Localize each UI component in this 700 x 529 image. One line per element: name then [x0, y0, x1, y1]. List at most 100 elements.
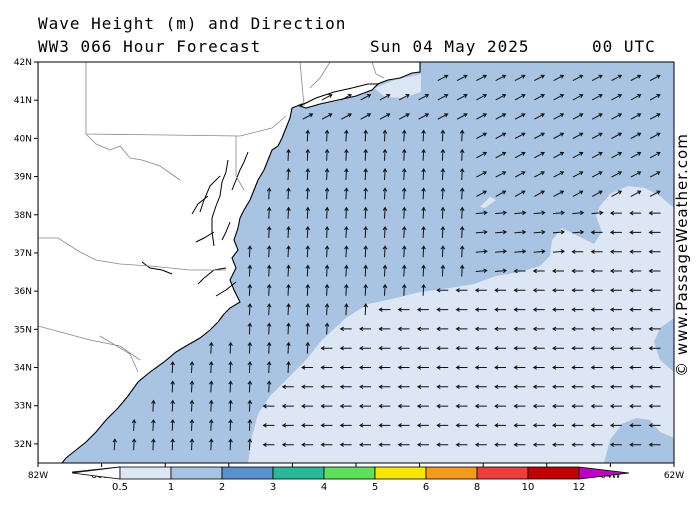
wave-arrow	[494, 442, 507, 447]
wave-arrow	[440, 245, 446, 258]
wave-arrow	[341, 113, 352, 120]
wave-direction-arrows	[112, 74, 661, 451]
wave-arrow	[571, 403, 584, 409]
wave-arrow	[533, 249, 546, 254]
wave-arrow	[533, 210, 546, 216]
wave-arrow	[440, 206, 446, 219]
wave-arrow	[341, 94, 352, 101]
wave-arrow	[247, 418, 253, 431]
wave-arrow	[591, 171, 603, 178]
wave-arrow	[611, 151, 623, 159]
wave-arrow	[397, 423, 410, 428]
state-borders	[38, 62, 385, 373]
wave-arrow	[301, 442, 314, 447]
legend-tick-label: 8	[474, 482, 480, 493]
wave-arrow	[382, 148, 388, 161]
wave-arrow	[611, 171, 623, 178]
lat-tick-label: 36N	[14, 287, 32, 297]
wave-arrow	[189, 438, 195, 451]
wave-arrow	[416, 345, 429, 351]
wave-arrow	[590, 249, 603, 254]
wave-arrow	[378, 365, 391, 370]
wave-arrow	[286, 283, 291, 296]
legend-tick-label: 6	[423, 482, 429, 493]
wave-arrow	[532, 384, 545, 390]
legend-tick-label: 10	[522, 482, 535, 493]
wave-arrow	[436, 442, 449, 447]
wave-arrow	[324, 225, 330, 238]
wave-arrow	[131, 418, 137, 431]
watermark: © www.PassageWeather.com	[673, 133, 691, 377]
wave-arrow	[305, 225, 311, 238]
wave-arrow	[476, 171, 488, 178]
wave-arrow	[363, 129, 368, 142]
wave-arrow	[552, 229, 565, 235]
wave-arrow	[476, 74, 488, 82]
wave-arrow	[552, 326, 564, 332]
wave-arrow	[572, 74, 584, 82]
wave-arrow	[379, 113, 391, 120]
wave-arrow	[648, 307, 661, 312]
wave-arrow	[281, 423, 294, 428]
wave-arrow	[247, 283, 253, 296]
wave-arrow	[397, 365, 410, 370]
wave-arrow	[324, 322, 330, 335]
wave-arrow	[534, 190, 545, 197]
wave-arrow	[590, 423, 603, 428]
wave-arrow	[286, 168, 291, 181]
wave-arrow	[609, 326, 622, 332]
wave-arrow	[418, 113, 430, 120]
wave-arrow	[552, 249, 565, 254]
wave-arrow	[474, 403, 487, 409]
wave-arrow	[382, 168, 388, 181]
wave-arrow	[609, 230, 622, 235]
wave-arrow	[553, 151, 565, 159]
wave-arrow	[378, 384, 391, 390]
wave-arrow	[360, 113, 372, 120]
wave-arrow	[590, 403, 603, 409]
wave-arrow	[474, 442, 487, 447]
wave-arrow	[553, 132, 565, 139]
wave-arrow	[455, 288, 468, 293]
wave-arrow	[476, 190, 488, 197]
legend-swatch	[221, 466, 274, 480]
wave-arrow	[572, 94, 584, 101]
wave-arrow	[363, 283, 368, 296]
lat-tick-label: 40N	[14, 134, 32, 144]
legend-arrow-high	[578, 466, 630, 480]
wave-arrow	[629, 442, 642, 447]
wave-arrow	[228, 361, 233, 374]
wave-arrow	[532, 403, 545, 409]
wave-arrow	[591, 151, 603, 159]
wave-arrow	[397, 384, 410, 390]
wave-arrow	[151, 418, 156, 431]
wave-arrow	[611, 113, 623, 120]
wave-arrow	[416, 403, 429, 409]
wave-arrow	[552, 403, 564, 409]
lon-tick-label: 82W	[28, 471, 48, 481]
wave-arrow	[416, 423, 429, 428]
forecast-time: 00 UTC	[592, 37, 656, 56]
wave-arrow	[301, 403, 314, 409]
wave-arrow	[591, 113, 603, 120]
wave-arrow	[305, 187, 311, 200]
wave-arrow	[344, 303, 349, 316]
wave-arrow	[630, 171, 642, 178]
wave-arrow	[514, 74, 526, 82]
wave-arrow	[416, 442, 429, 447]
wave-arrow	[534, 132, 545, 139]
wave-arrow	[648, 403, 661, 409]
wave-arrow	[532, 268, 545, 274]
wave-arrow	[281, 384, 294, 390]
wave-arrow	[629, 345, 642, 351]
wave-arrow	[228, 341, 233, 354]
wave-arrow	[112, 438, 118, 451]
wave-arrow	[416, 365, 429, 370]
wave-arrow	[382, 129, 388, 142]
wave-arrow	[611, 190, 623, 197]
wave-arrow	[339, 365, 352, 370]
wave-arrow	[649, 94, 661, 101]
wave-arrow	[459, 206, 465, 219]
legend-swatch	[119, 466, 172, 480]
wave-arrow	[630, 151, 642, 159]
